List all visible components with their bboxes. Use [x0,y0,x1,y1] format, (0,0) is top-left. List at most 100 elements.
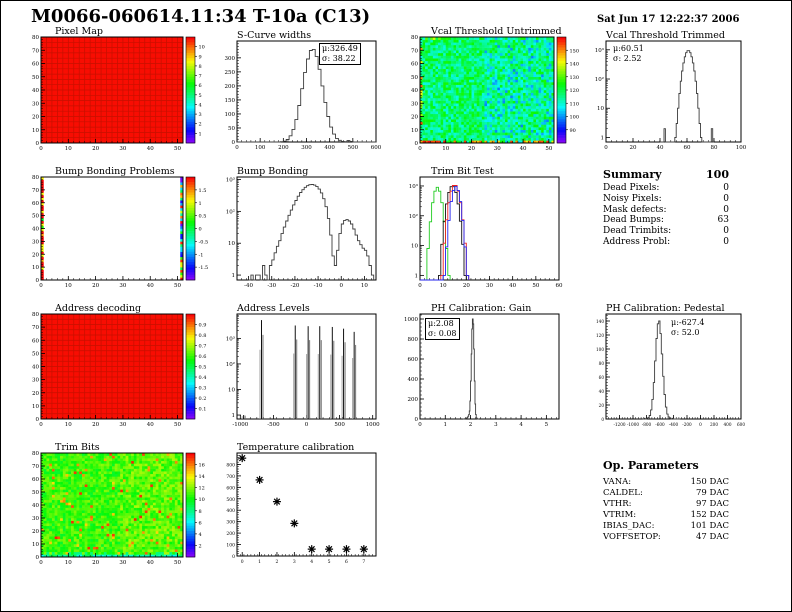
svg-text:40: 40 [411,88,418,94]
plot-title-ph-gain: PH Calibration: Gain [431,303,532,314]
svg-text:0: 0 [415,417,419,423]
svg-text:10: 10 [228,241,235,247]
svg-text:5: 5 [545,422,549,428]
svg-text:1000: 1000 [366,422,380,428]
svg-text:1: 1 [232,273,236,279]
svg-text:500: 500 [348,145,359,151]
svg-text:-20: -20 [290,283,299,289]
svg-text:0.7: 0.7 [199,344,207,350]
svg-text:10: 10 [411,244,418,250]
svg-text:5: 5 [199,93,202,99]
summary-value: 0 [723,236,729,247]
svg-text:50: 50 [228,126,235,132]
svg-text:-600: -600 [655,422,665,427]
svg-text:80: 80 [32,175,39,181]
svg-text:-1000: -1000 [232,422,248,428]
svg-text:0.4: 0.4 [199,375,207,381]
summary-label: Address Probl: [603,236,671,247]
svg-text:10²: 10² [226,208,235,215]
svg-text:110: 110 [570,101,580,107]
address-levels-plot: -1000 -500 0 500 1000 1 10 10² 10³ [226,313,380,428]
svg-text:4: 4 [199,102,202,108]
svg-text:3: 3 [199,112,202,118]
svg-text:0: 0 [39,422,43,428]
svg-text:80: 80 [711,145,718,151]
svg-text:0: 0 [36,278,40,284]
svg-text:600: 600 [371,145,382,151]
svg-text:8: 8 [199,64,202,70]
svg-text:120: 120 [596,333,604,338]
svg-text:0: 0 [39,283,43,289]
svg-text:500: 500 [334,422,345,428]
svg-text:400: 400 [408,377,419,383]
svg-text:150: 150 [570,48,580,54]
svg-text:60: 60 [32,338,39,344]
scurve-widths-plot: 0 100 200 300 400 500 600 0 50 100 150 200 250 300 [225,40,382,151]
svg-text:2: 2 [469,422,473,428]
plot-title-trim-bits: Trim Bits [55,442,100,453]
plot-title-vcal-trimmed: Vcal Threshold Trimmed [606,30,726,41]
op-param-label: VANA: [603,477,632,487]
svg-text:10³: 10³ [595,47,604,54]
ph-pedestal-sigma: σ: 52.0 [671,328,700,337]
bump-bonding-problems-plot: 0 10 20 30 40 50 0 10 20 30 40 50 60 70 80 1.5 1 0.5 0 -0.5… [32,175,208,289]
svg-text:50: 50 [411,75,418,81]
svg-text:80: 80 [32,35,39,41]
svg-text:20: 20 [92,283,99,289]
svg-text:120: 120 [570,88,580,94]
svg-text:40: 40 [599,389,605,394]
summary-label: Dead Pixels: [603,183,660,193]
summary-score: 100 [706,168,729,181]
svg-text:1: 1 [232,413,236,419]
plot-title-address-levels: Address Levels [237,303,310,314]
summary-value: 0 [723,183,729,193]
svg-text:6: 6 [199,83,202,89]
summary-label: Noisy Pixels: [603,193,662,204]
op-param-value: 47 DAC [696,532,729,542]
svg-text:0: 0 [199,227,202,233]
svg-text:20: 20 [463,283,470,289]
svg-text:10: 10 [32,404,39,410]
svg-text:10²: 10² [595,76,604,83]
svg-text:30: 30 [494,146,501,152]
svg-text:50: 50 [174,146,181,152]
svg-text:30: 30 [119,422,126,428]
svg-text:30: 30 [119,146,126,152]
svg-text:30: 30 [32,239,39,245]
svg-text:50: 50 [32,214,39,220]
plot-title-trim-bit-test: Trim Bit Test [431,166,494,177]
vcal-trimmed-stats: μ:60.51 σ: 2.52 [611,44,646,64]
svg-text:150: 150 [225,98,236,104]
svg-text:10²: 10² [226,361,235,368]
svg-text:70: 70 [32,48,39,54]
svg-text:0: 0 [601,417,604,422]
svg-text:600: 600 [737,422,745,427]
svg-text:100: 100 [225,112,236,118]
svg-text:30: 30 [486,283,493,289]
svg-text:20: 20 [468,146,475,152]
op-parameters-block: Op. Parameters VANA: 150 DAC CALDEL: 79 DA… [603,459,729,543]
svg-text:70: 70 [411,48,418,54]
op-param-label: VTHR: [603,499,632,509]
svg-text:1: 1 [444,422,448,428]
svg-text:10: 10 [32,128,39,134]
plot-title-bump-bonding-problems: Bump Bonding Problems [55,166,175,177]
svg-text:20: 20 [630,145,637,151]
summary-label: Dead Trimbits: [603,226,672,237]
summary-block: Summary 100 Dead Pixels: 0 Noisy Pixels: 0… [603,168,729,248]
svg-text:-1: -1 [199,252,204,258]
summary-value: 0 [723,193,729,204]
svg-text:50: 50 [545,146,552,152]
svg-text:140: 140 [570,62,580,68]
svg-text:40: 40 [657,145,664,151]
pixel-map-plot: 0 10 20 30 40 50 0 10 20 30 40 50 60 70 80 10 9 8 7 6 5 4 3 2 1 [32,35,205,152]
svg-text:60: 60 [32,201,39,207]
svg-text:0: 0 [232,140,236,146]
op-param-label: IBIAS_DAC: [603,521,655,531]
svg-text:0: 0 [699,422,702,427]
svg-text:10: 10 [65,422,72,428]
svg-text:-1200: -1200 [613,422,625,427]
svg-text:40: 40 [147,283,154,289]
